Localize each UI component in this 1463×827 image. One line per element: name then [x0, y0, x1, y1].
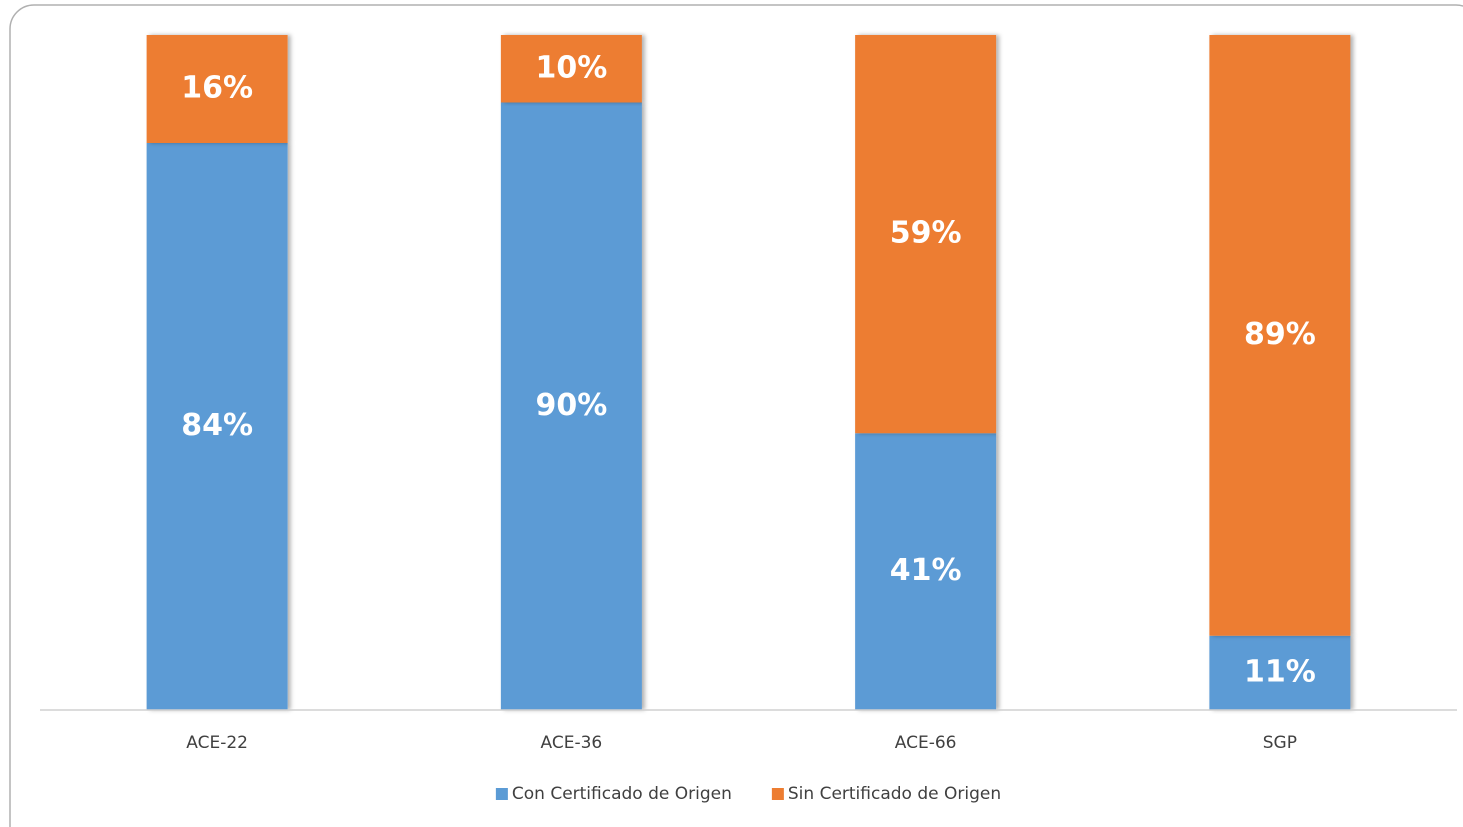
data-label: 41%	[890, 553, 962, 588]
chart-frame	[9, 4, 1463, 827]
data-label: 11%	[1244, 654, 1316, 689]
bar-segment	[500, 102, 642, 710]
data-label: 16%	[181, 71, 253, 106]
bar-segment	[146, 143, 288, 710]
legend: Con Certificado de Origen Sin Certificado…	[495, 784, 1001, 804]
data-label: 89%	[1244, 317, 1316, 352]
plot-area: 84% 16% 90% 10% 41% 59% 11% 89%	[146, 35, 1351, 710]
legend-label: Sin Certificado de Origen	[788, 784, 1001, 804]
bar-segment	[855, 35, 997, 434]
x-tick-label: SGP	[1263, 733, 1297, 753]
legend-swatch	[495, 788, 508, 800]
bar-segment	[855, 433, 997, 710]
data-label: 90%	[535, 388, 607, 423]
x-tick-label: ACE-66	[895, 733, 957, 753]
data-label: 84%	[181, 408, 253, 443]
bar-segment	[146, 35, 288, 143]
bar-segment	[500, 35, 642, 103]
legend-swatch	[771, 788, 784, 800]
x-tick-label: ACE-22	[186, 733, 248, 753]
x-tick-label: ACE-36	[541, 733, 603, 753]
data-label: 10%	[535, 50, 607, 85]
bar-segment	[1209, 35, 1351, 636]
legend-label: Con Certificado de Origen	[512, 784, 732, 804]
data-label: 59%	[890, 216, 962, 251]
bar-segment	[1209, 635, 1351, 710]
